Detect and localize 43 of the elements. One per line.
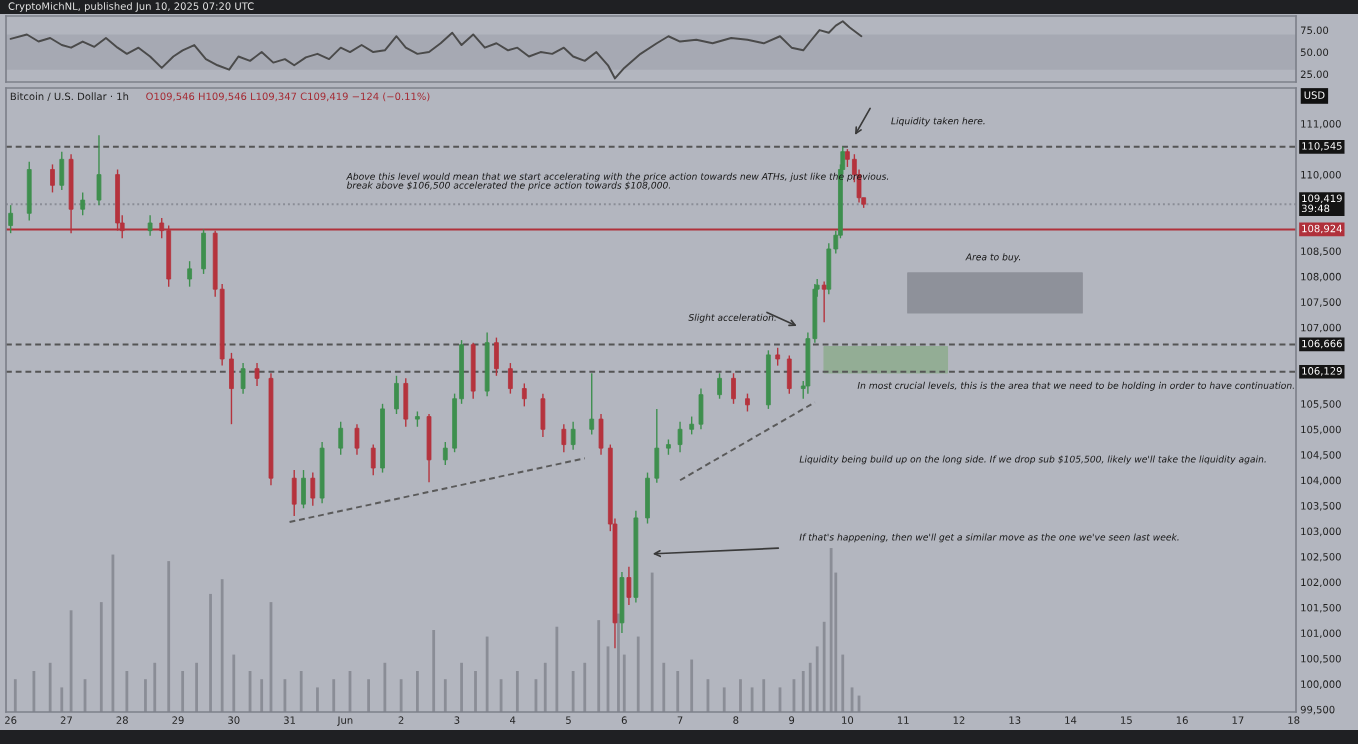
candlestick	[426, 413, 432, 483]
candlestick	[338, 420, 344, 456]
candlestick	[677, 420, 683, 453]
candlestick	[821, 280, 827, 324]
candlestick	[626, 566, 632, 606]
candlestick	[786, 354, 792, 395]
candlestick	[508, 362, 513, 395]
candlestick	[540, 392, 546, 438]
candlestick	[254, 362, 260, 387]
candlestick	[403, 377, 409, 428]
candlestick	[201, 228, 206, 275]
candlestick	[394, 375, 399, 415]
candlestick	[561, 423, 567, 453]
candlestick	[147, 214, 153, 237]
candlestick	[80, 191, 86, 217]
candlestick	[187, 260, 192, 288]
candlestick	[442, 441, 448, 466]
candlestick	[589, 372, 595, 436]
candlestick	[570, 420, 576, 451]
candlestick	[240, 362, 246, 395]
candlestick	[96, 134, 102, 206]
candlestick	[291, 469, 297, 517]
candlestick	[717, 372, 722, 400]
candlestick	[59, 150, 65, 191]
candlestick	[229, 352, 234, 425]
candlestick	[494, 336, 499, 377]
candlestick	[26, 161, 32, 222]
candlestick	[8, 204, 14, 234]
candlestick	[826, 242, 832, 295]
candlestick	[370, 443, 376, 476]
candlestick	[698, 387, 704, 430]
candlestick	[521, 382, 527, 408]
candlestick	[619, 571, 625, 634]
candlestick	[470, 341, 476, 400]
candlestick	[310, 471, 316, 507]
candlestick	[301, 469, 306, 509]
candlestick	[598, 413, 604, 456]
candlestick	[50, 163, 55, 194]
candlestick	[354, 423, 360, 456]
candlestick	[654, 408, 660, 484]
candlestick	[645, 471, 650, 525]
line-series	[9, 20, 863, 80]
candlestick	[731, 372, 736, 405]
